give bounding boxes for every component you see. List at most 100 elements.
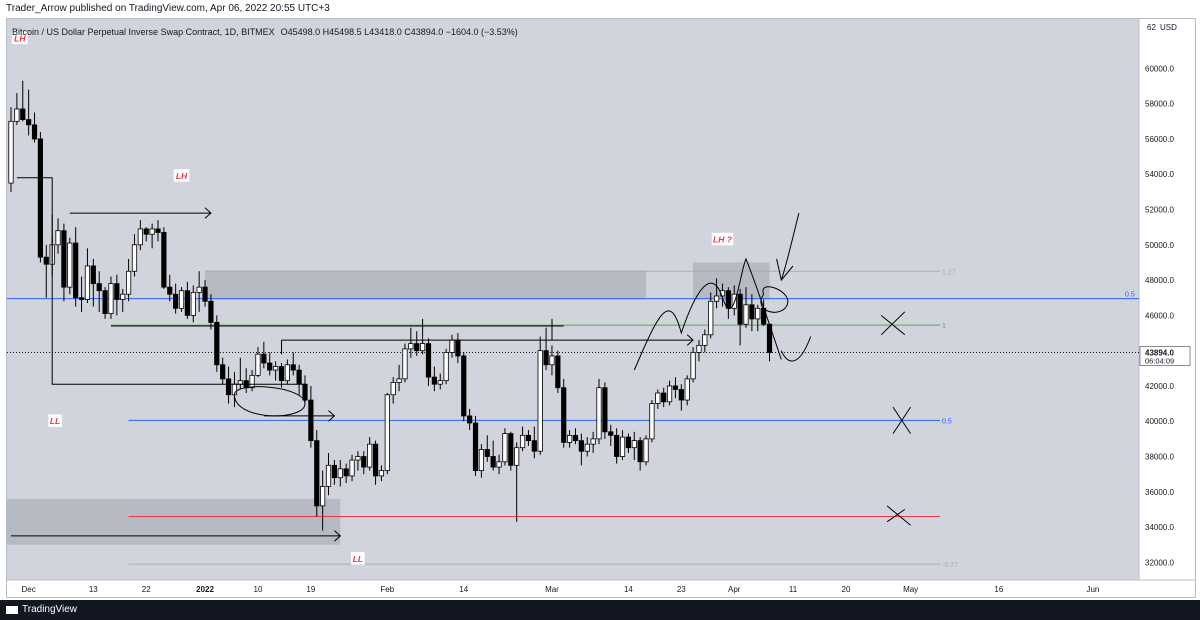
candle [126, 258, 132, 302]
candle-body [308, 399, 314, 442]
last-price-box [1139, 346, 1191, 366]
publisher-text: Trader_Arrow published on TradingView.co… [6, 3, 330, 14]
tradingview-logo[interactable]: TradingView [6, 604, 77, 615]
candle [714, 278, 720, 309]
candle-body [625, 436, 632, 449]
candle [131, 234, 138, 277]
candle-body [149, 228, 155, 235]
candle [325, 452, 332, 496]
candle-body [55, 230, 61, 246]
price-chart[interactable]: 0.5 0.5 1.27 1 -0.27 LH LH LH ? LL LL 60000.0 580… [7, 19, 1195, 597]
x-tick-label: 11 [789, 585, 798, 594]
candle [361, 451, 367, 475]
candle [696, 340, 702, 362]
x-tick-label: Apr [728, 585, 741, 594]
candle [143, 227, 149, 242]
candle-body [208, 300, 214, 323]
candle [220, 357, 226, 385]
candle [367, 437, 373, 471]
candle-body [737, 293, 743, 325]
candle [684, 375, 690, 406]
candle [543, 327, 549, 371]
candle-body [678, 389, 684, 401]
pivot-label-lh_2: LH [173, 168, 190, 183]
candle-body [325, 464, 332, 487]
x-mark-3 [886, 505, 911, 526]
dec-box [16, 177, 53, 263]
candle-body [384, 394, 390, 472]
x-tick-label: 14 [624, 585, 633, 594]
candle [537, 336, 543, 455]
candle [419, 318, 426, 355]
candle-body [161, 232, 167, 288]
candle [514, 442, 520, 522]
candle [343, 463, 349, 483]
candle [437, 373, 443, 390]
candle [737, 288, 743, 346]
candle-body [584, 443, 590, 452]
candle [578, 433, 584, 466]
candle-body [631, 440, 637, 449]
candle [719, 283, 726, 307]
candle [349, 454, 355, 482]
candle-body [708, 300, 714, 336]
candle [390, 377, 396, 404]
x-tick-label: May [903, 585, 918, 594]
level-label-0: 0.5 [1125, 292, 1135, 299]
y-tick-label: 58000.0 [1145, 100, 1174, 109]
candle-body [102, 290, 108, 315]
candle-body [414, 343, 420, 352]
pivot-label-box [711, 232, 734, 246]
candle-body [278, 366, 285, 382]
x-tick-label: 14 [459, 585, 468, 594]
demand-zone [7, 498, 341, 545]
candle [649, 400, 655, 443]
candle [331, 460, 338, 485]
candle-body [37, 138, 44, 258]
candle [178, 287, 185, 312]
candle-body [408, 343, 414, 350]
candle-body [137, 228, 143, 246]
candle [625, 433, 632, 453]
candle-body [120, 293, 126, 300]
y-tick-label: 56000.0 [1145, 135, 1174, 144]
y-tick-label: 60000.0 [1145, 64, 1174, 73]
y-tick-label: 38000.0 [1145, 453, 1174, 462]
candle [108, 276, 114, 319]
candle-body [684, 378, 690, 401]
candle [255, 347, 261, 378]
candle-body [419, 343, 426, 352]
chart-ohlc: O45498.0 H45498.5 L43418.0 C43894.0 −160… [281, 27, 518, 37]
candle-body [20, 108, 26, 120]
candle-body [390, 382, 396, 396]
end-hook [780, 336, 812, 362]
candle [308, 385, 314, 448]
candle [78, 276, 85, 312]
candle-body [661, 392, 667, 403]
candle-body [396, 378, 402, 383]
candle [484, 435, 490, 462]
candle-body [508, 433, 514, 466]
candle [672, 377, 679, 399]
candle [425, 338, 432, 386]
candle-body [672, 385, 679, 390]
candle-body [14, 108, 20, 122]
candle-body [572, 434, 579, 442]
candle-body [284, 364, 290, 382]
pivot-label-text: LL [50, 416, 60, 426]
candle-body [649, 403, 655, 440]
candle-body [178, 290, 185, 309]
candle [214, 315, 220, 372]
price-axis-background [1139, 19, 1195, 580]
candle [96, 271, 102, 312]
y-tick-label: 34000.0 [1145, 523, 1174, 532]
candle [555, 350, 561, 393]
candle-body [655, 392, 661, 404]
candle-body [220, 364, 226, 380]
candle [490, 440, 496, 471]
y-tick-label: 40000.0 [1145, 417, 1174, 426]
candle [114, 274, 120, 316]
last-price-label: 43894.0 [1145, 349, 1174, 358]
candle [755, 304, 761, 332]
candle-body [237, 380, 243, 385]
